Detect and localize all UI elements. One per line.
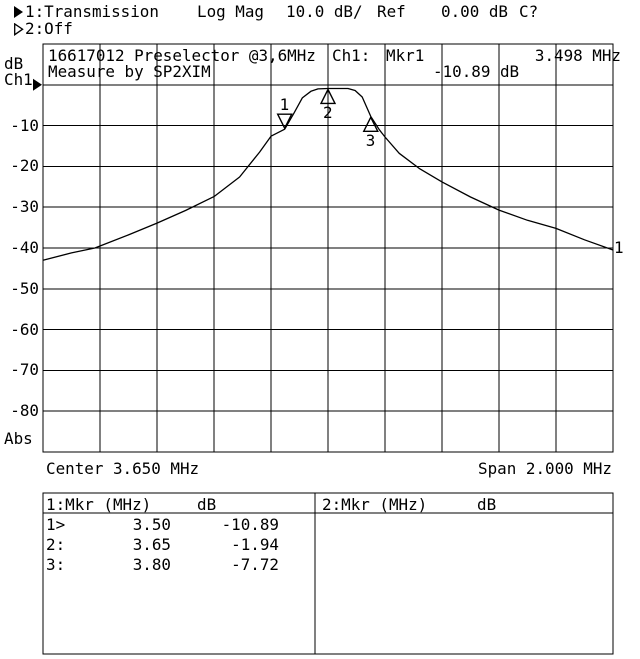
y-axis-tick-label: -10	[10, 115, 39, 135]
marker-table1-unit: dB	[197, 495, 217, 514]
marker-row-freq: 3.50	[132, 515, 171, 534]
marker-table1-header: 1:Mkr (MHz)	[46, 495, 152, 514]
y-axis-tick-label: -30	[10, 197, 39, 217]
marker-row-freq: 3.65	[132, 535, 171, 554]
cal-status: C?	[519, 2, 539, 21]
marker-2-symbol-icon[interactable]	[319, 87, 337, 105]
trace2-inactive-icon	[14, 23, 24, 36]
marker-row-db: -1.94	[231, 535, 279, 554]
ref-label: Ref	[377, 2, 406, 21]
y-axis-tick-label: -20	[10, 156, 39, 176]
span-label: Span 2.000 MHz	[478, 459, 612, 478]
marker-row-id: 3:	[46, 555, 66, 574]
axis-channel-label: Ch1	[4, 70, 33, 89]
scale-per-div: 10.0 dB/	[286, 2, 363, 21]
readout-marker: Mkr1	[386, 46, 425, 65]
y-axis-tick-label: -80	[10, 401, 39, 421]
marker-row-db: -7.72	[231, 555, 279, 574]
trace1-label[interactable]: 1:Transmission	[25, 2, 159, 21]
plot-title-line2: Measure by SP2XIM	[48, 62, 211, 81]
y-axis-tick-label: -50	[10, 278, 39, 298]
marker-3-label: 3	[365, 131, 376, 151]
marker-table-borders	[42, 492, 614, 655]
y-axis-tick-label: -60	[10, 319, 39, 339]
y-axis-tick-label: -70	[10, 360, 39, 380]
marker-table2-header: 2:Mkr (MHz)	[322, 495, 428, 514]
axis-bottom-label: Abs	[4, 429, 33, 448]
readout-channel: Ch1:	[332, 46, 371, 65]
center-frequency-label: Center 3.650 MHz	[46, 459, 200, 478]
trace2-label[interactable]: 2:Off	[25, 19, 73, 38]
ref-value: 0.00 dB	[441, 2, 508, 21]
marker-1-label: 1	[279, 95, 290, 115]
axis-unit-label: dB	[4, 54, 24, 73]
marker-3-symbol-icon[interactable]	[362, 115, 379, 132]
marker-row-id: 2:	[46, 535, 66, 554]
plot-title-line1: 16617012 Preselector @3,6MHz	[48, 46, 316, 65]
readout-level: -10.89 dB	[433, 62, 520, 81]
graticule	[42, 43, 614, 453]
format-label: Log Mag	[197, 2, 264, 21]
marker-row-db: -10.89	[221, 515, 279, 534]
marker-2-label: 2	[323, 103, 333, 123]
marker-table2-unit: dB	[477, 495, 497, 514]
trace1-active-icon	[14, 6, 23, 18]
marker-row-freq: 3.80	[132, 555, 171, 574]
marker-row-id: 1>	[46, 515, 66, 534]
trace-end-label: 1	[614, 238, 624, 257]
readout-frequency: 3.498 MHz	[534, 46, 621, 65]
y-axis-tick-label: -40	[10, 238, 39, 257]
marker-1-symbol-icon[interactable]	[276, 113, 293, 130]
ref-level-pointer-icon	[33, 78, 42, 91]
